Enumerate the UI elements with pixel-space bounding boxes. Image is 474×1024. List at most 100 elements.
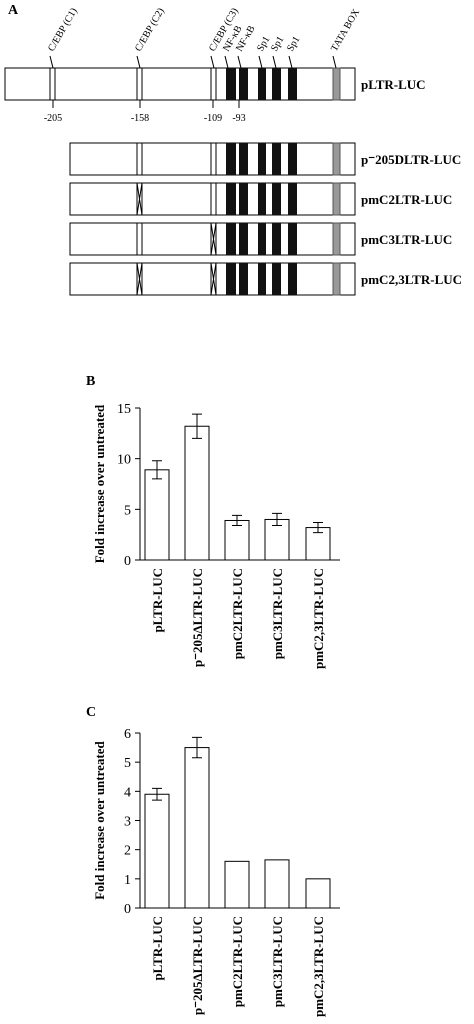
site-label: Sp1 xyxy=(269,35,286,54)
x-tick-label: p⁻205ΔLTR-LUC xyxy=(190,568,205,667)
bar xyxy=(224,519,250,561)
site-leader xyxy=(288,55,293,69)
binding-site xyxy=(288,143,297,175)
error-bar xyxy=(152,787,162,801)
position-label: -205 xyxy=(44,113,62,124)
bar xyxy=(144,469,170,561)
mutation-mark xyxy=(210,262,217,296)
position-label: -93 xyxy=(232,113,245,124)
binding-site xyxy=(226,68,236,100)
binding-site xyxy=(272,68,281,100)
y-tick-label: 0 xyxy=(124,554,131,569)
binding-site xyxy=(239,143,248,175)
binding-site xyxy=(288,183,297,215)
binding-site xyxy=(239,223,248,255)
binding-site xyxy=(226,183,236,215)
site-label: Sp1 xyxy=(255,35,272,54)
construct-box xyxy=(69,262,356,296)
panel-label: C xyxy=(86,705,96,720)
bar xyxy=(264,859,290,909)
site-leader xyxy=(210,55,215,69)
bar xyxy=(144,793,170,909)
x-tick-label: pmC2LTR-LUC xyxy=(230,568,245,659)
construct-label: pmC2LTR-LUC xyxy=(361,192,452,207)
binding-site xyxy=(226,143,236,175)
construct-label: pmC2,3LTR-LUC xyxy=(361,272,462,287)
binding-site xyxy=(258,143,266,175)
binding-site xyxy=(258,183,266,215)
mutation-mark xyxy=(136,262,143,296)
y-tick-label: 0 xyxy=(124,902,131,917)
binding-site xyxy=(288,223,297,255)
binding-site xyxy=(272,223,281,255)
binding-site xyxy=(226,223,236,255)
error-bar xyxy=(192,413,202,439)
site-leader xyxy=(136,55,141,69)
binding-site xyxy=(239,68,248,100)
site-leader xyxy=(272,55,277,69)
site-leader xyxy=(224,55,229,69)
tata-box xyxy=(332,142,341,176)
construct-box xyxy=(69,142,356,176)
bar xyxy=(224,860,250,909)
bar xyxy=(184,425,210,561)
construct-label: p⁻205DLTR-LUC xyxy=(361,152,461,167)
tata-box xyxy=(332,262,341,296)
error-bar xyxy=(313,522,323,534)
tata-box xyxy=(332,222,341,256)
panel-label: B xyxy=(86,374,95,389)
x-tick-label: pmC2,3LTR-LUC xyxy=(311,568,326,669)
site-leader xyxy=(258,55,263,69)
y-tick-label: 1 xyxy=(124,873,131,888)
construct-box xyxy=(4,67,356,101)
x-tick-label: pLTR-LUC xyxy=(150,916,165,981)
x-tick-label: pmC3LTR-LUC xyxy=(270,568,285,659)
binding-site xyxy=(258,68,266,100)
construct-box xyxy=(69,222,356,256)
site-leader xyxy=(237,55,242,69)
bar xyxy=(305,878,331,909)
bar xyxy=(264,518,290,561)
binding-site xyxy=(272,143,281,175)
binding-site xyxy=(258,223,266,255)
position-label: -158 xyxy=(131,113,149,124)
error-bar xyxy=(192,736,202,759)
bar xyxy=(184,747,210,909)
binding-site xyxy=(272,263,281,295)
site-label: C/EBP (C2) xyxy=(133,6,167,53)
y-tick-label: 6 xyxy=(124,727,131,742)
y-tick-label: 15 xyxy=(117,402,131,417)
x-tick-label: pmC3LTR-LUC xyxy=(270,916,285,1007)
x-tick-label: p⁻205ΔLTR-LUC xyxy=(190,916,205,1015)
y-tick-label: 10 xyxy=(117,453,131,468)
x-tick-label: pLTR-LUC xyxy=(150,568,165,633)
binding-site xyxy=(288,68,297,100)
site-leader xyxy=(332,55,337,69)
binding-site xyxy=(272,183,281,215)
y-tick-label: 5 xyxy=(124,756,131,771)
y-tick-label: 3 xyxy=(124,815,131,830)
x-tick-label: pmC2LTR-LUC xyxy=(230,916,245,1007)
panel-label: A xyxy=(8,3,19,18)
site-label: TATA BOX xyxy=(329,7,362,54)
construct-label: pmC3LTR-LUC xyxy=(361,232,452,247)
y-tick-label: 2 xyxy=(124,844,131,859)
tata-box xyxy=(332,67,341,101)
binding-site xyxy=(288,263,297,295)
y-tick-label: 4 xyxy=(124,785,131,800)
y-axis-label: Fold increase over untreated xyxy=(92,404,107,563)
x-tick-label: pmC2,3LTR-LUC xyxy=(311,916,326,1017)
mutation-mark xyxy=(136,182,143,216)
binding-site xyxy=(239,183,248,215)
error-bar xyxy=(152,460,162,480)
binding-site xyxy=(239,263,248,295)
binding-site xyxy=(226,263,236,295)
error-bar xyxy=(272,512,282,527)
site-label: C/EBP (C1) xyxy=(46,6,80,53)
mutation-mark xyxy=(210,222,217,256)
site-label: Sp1 xyxy=(285,35,302,54)
error-bar xyxy=(232,514,242,527)
y-axis-label: Fold increase over untreated xyxy=(92,740,107,899)
site-leader xyxy=(49,55,54,69)
